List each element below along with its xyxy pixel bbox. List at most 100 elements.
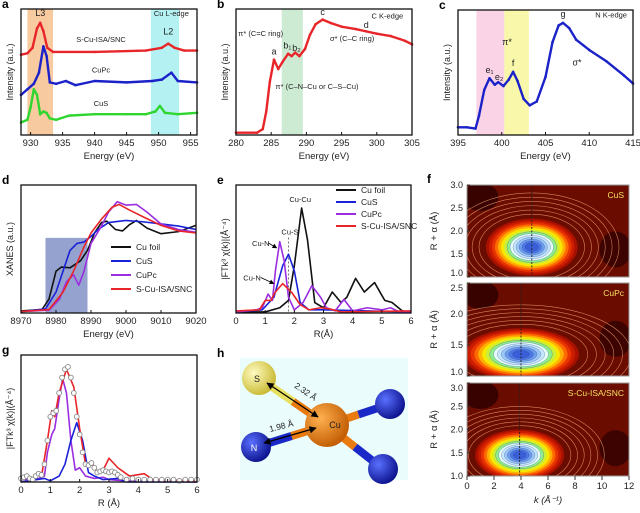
data-point [268, 80, 272, 84]
plot-frame [20, 354, 198, 483]
contour-line [467, 205, 599, 277]
data-point [293, 51, 297, 54]
legend-label: CuPc [136, 270, 158, 280]
data-point [31, 46, 34, 50]
panel-b: 280 285 290 295 300 305 Energy (eV) Intensity (… [217, 0, 420, 162]
atom-label-n: N [251, 443, 258, 453]
data-point [160, 46, 164, 50]
annotation-label: CuS [94, 99, 109, 108]
data-point [166, 42, 170, 45]
x-tick-label: 6 [545, 481, 550, 492]
x-tick-label: 1 [263, 316, 268, 327]
fit-point [41, 461, 48, 468]
y-tick-label: 2.5 [450, 203, 463, 213]
panel-f: CuS 1.0 1.5 2.0 2.5 3.0 R + α (Å) CuPc 1.0 1.5 2.0… [427, 172, 634, 506]
plot-frame [466, 282, 630, 377]
copper-atom [305, 403, 349, 447]
data-point [340, 25, 343, 28]
x-tick-label: 415 [625, 138, 640, 149]
annotation-label: a [272, 46, 277, 56]
nitrogen-atom [375, 389, 405, 419]
panel-label: a [2, 0, 9, 11]
x-tick-label: 940 [87, 138, 103, 149]
fit-point [38, 472, 45, 478]
y-tick-label: 2.0 [450, 309, 463, 319]
y-tick-label: 1.0 [450, 367, 463, 377]
x-tick-label: 290 [298, 138, 314, 149]
annotation-label: CuPc [92, 66, 111, 75]
x-axis-label: k (Å⁻¹) [534, 495, 562, 506]
annotation-label: S-Cu-ISA/SNC [76, 35, 126, 44]
data-point [163, 111, 167, 115]
contour-line [467, 406, 605, 476]
x-tick-label: 410 [581, 138, 597, 149]
y-axis-label: R + α (Å) [429, 410, 440, 448]
fit-point [44, 437, 51, 444]
x-tick-label: 3 [321, 316, 326, 327]
series-line-cu-foil [236, 207, 412, 313]
heatmap-s-cu-isa-snc: S-Cu-ISA/SNC 1.0 1.5 2.0 2.5 3.0 R + α (Å) [429, 382, 630, 481]
highlight-band [476, 10, 505, 135]
data-point [286, 52, 290, 56]
data-point [125, 81, 128, 84]
series-line-cupc [235, 240, 411, 313]
panel-label: c [439, 0, 446, 12]
data-point [42, 110, 45, 113]
data-point [272, 58, 276, 61]
annotation-label: e₁ [485, 65, 493, 75]
data-point [502, 84, 505, 88]
plot-frame [235, 8, 413, 136]
data-point [314, 23, 317, 26]
x-tick-label: 955 [183, 138, 199, 149]
data-point [516, 79, 519, 83]
data-point [29, 106, 32, 109]
x-tick-label: 10 [597, 481, 608, 492]
data-point [465, 125, 469, 129]
data-point [26, 88, 29, 91]
x-tick-label: 3 [106, 485, 111, 496]
fit-point [147, 476, 153, 483]
data-point [42, 45, 45, 48]
data-point [329, 21, 333, 25]
data-point [493, 83, 497, 87]
fit-point [88, 460, 95, 466]
x-tick-label: 8980 [45, 316, 66, 327]
fit-point [141, 476, 148, 483]
fit-point [73, 413, 80, 420]
x-tick-label: 8 [572, 481, 577, 492]
series-line-s-cu-isa-snc [235, 282, 412, 313]
x-tick-label: 395 [450, 138, 466, 149]
annotation-arrow [260, 277, 275, 284]
x-tick-label: 6 [194, 485, 199, 496]
data-point [605, 60, 609, 63]
data-point [54, 82, 58, 86]
x-tick-label: 2 [292, 316, 297, 327]
series-line-cu-n [21, 377, 198, 483]
data-point [170, 71, 173, 74]
fit-point [129, 475, 136, 482]
data-point [528, 104, 532, 107]
data-point [74, 83, 77, 87]
fit-point [117, 474, 124, 481]
x-axis-label: Energy (eV) [84, 151, 135, 162]
y-axis-label: R + α (Å) [429, 212, 440, 250]
x-axis-label: Energy (eV) [299, 151, 350, 162]
data-point [622, 74, 626, 78]
x-tick-label: 4 [350, 316, 355, 327]
y-tick-label: 1.5 [450, 249, 463, 259]
data-point [567, 26, 571, 30]
fit-point [170, 476, 177, 483]
annotation-label: d [364, 20, 369, 30]
y-axis-label: Intensity (a.u.) [5, 43, 15, 100]
annotation-label: π* (C=C ring) [238, 29, 283, 38]
series-line-cupc [20, 200, 197, 313]
data-point [51, 50, 55, 54]
x-tick-label: 295 [334, 138, 350, 149]
data-point [144, 49, 148, 52]
y-axis-label: R + α (Å) [429, 310, 440, 348]
data-point [45, 54, 48, 58]
annotation-label: π* (C–N–Cu or C–S–Cu) [275, 82, 359, 91]
fit-point [91, 464, 98, 471]
series-line-s-cu-isa-snc [20, 368, 198, 482]
data-point [477, 114, 481, 117]
